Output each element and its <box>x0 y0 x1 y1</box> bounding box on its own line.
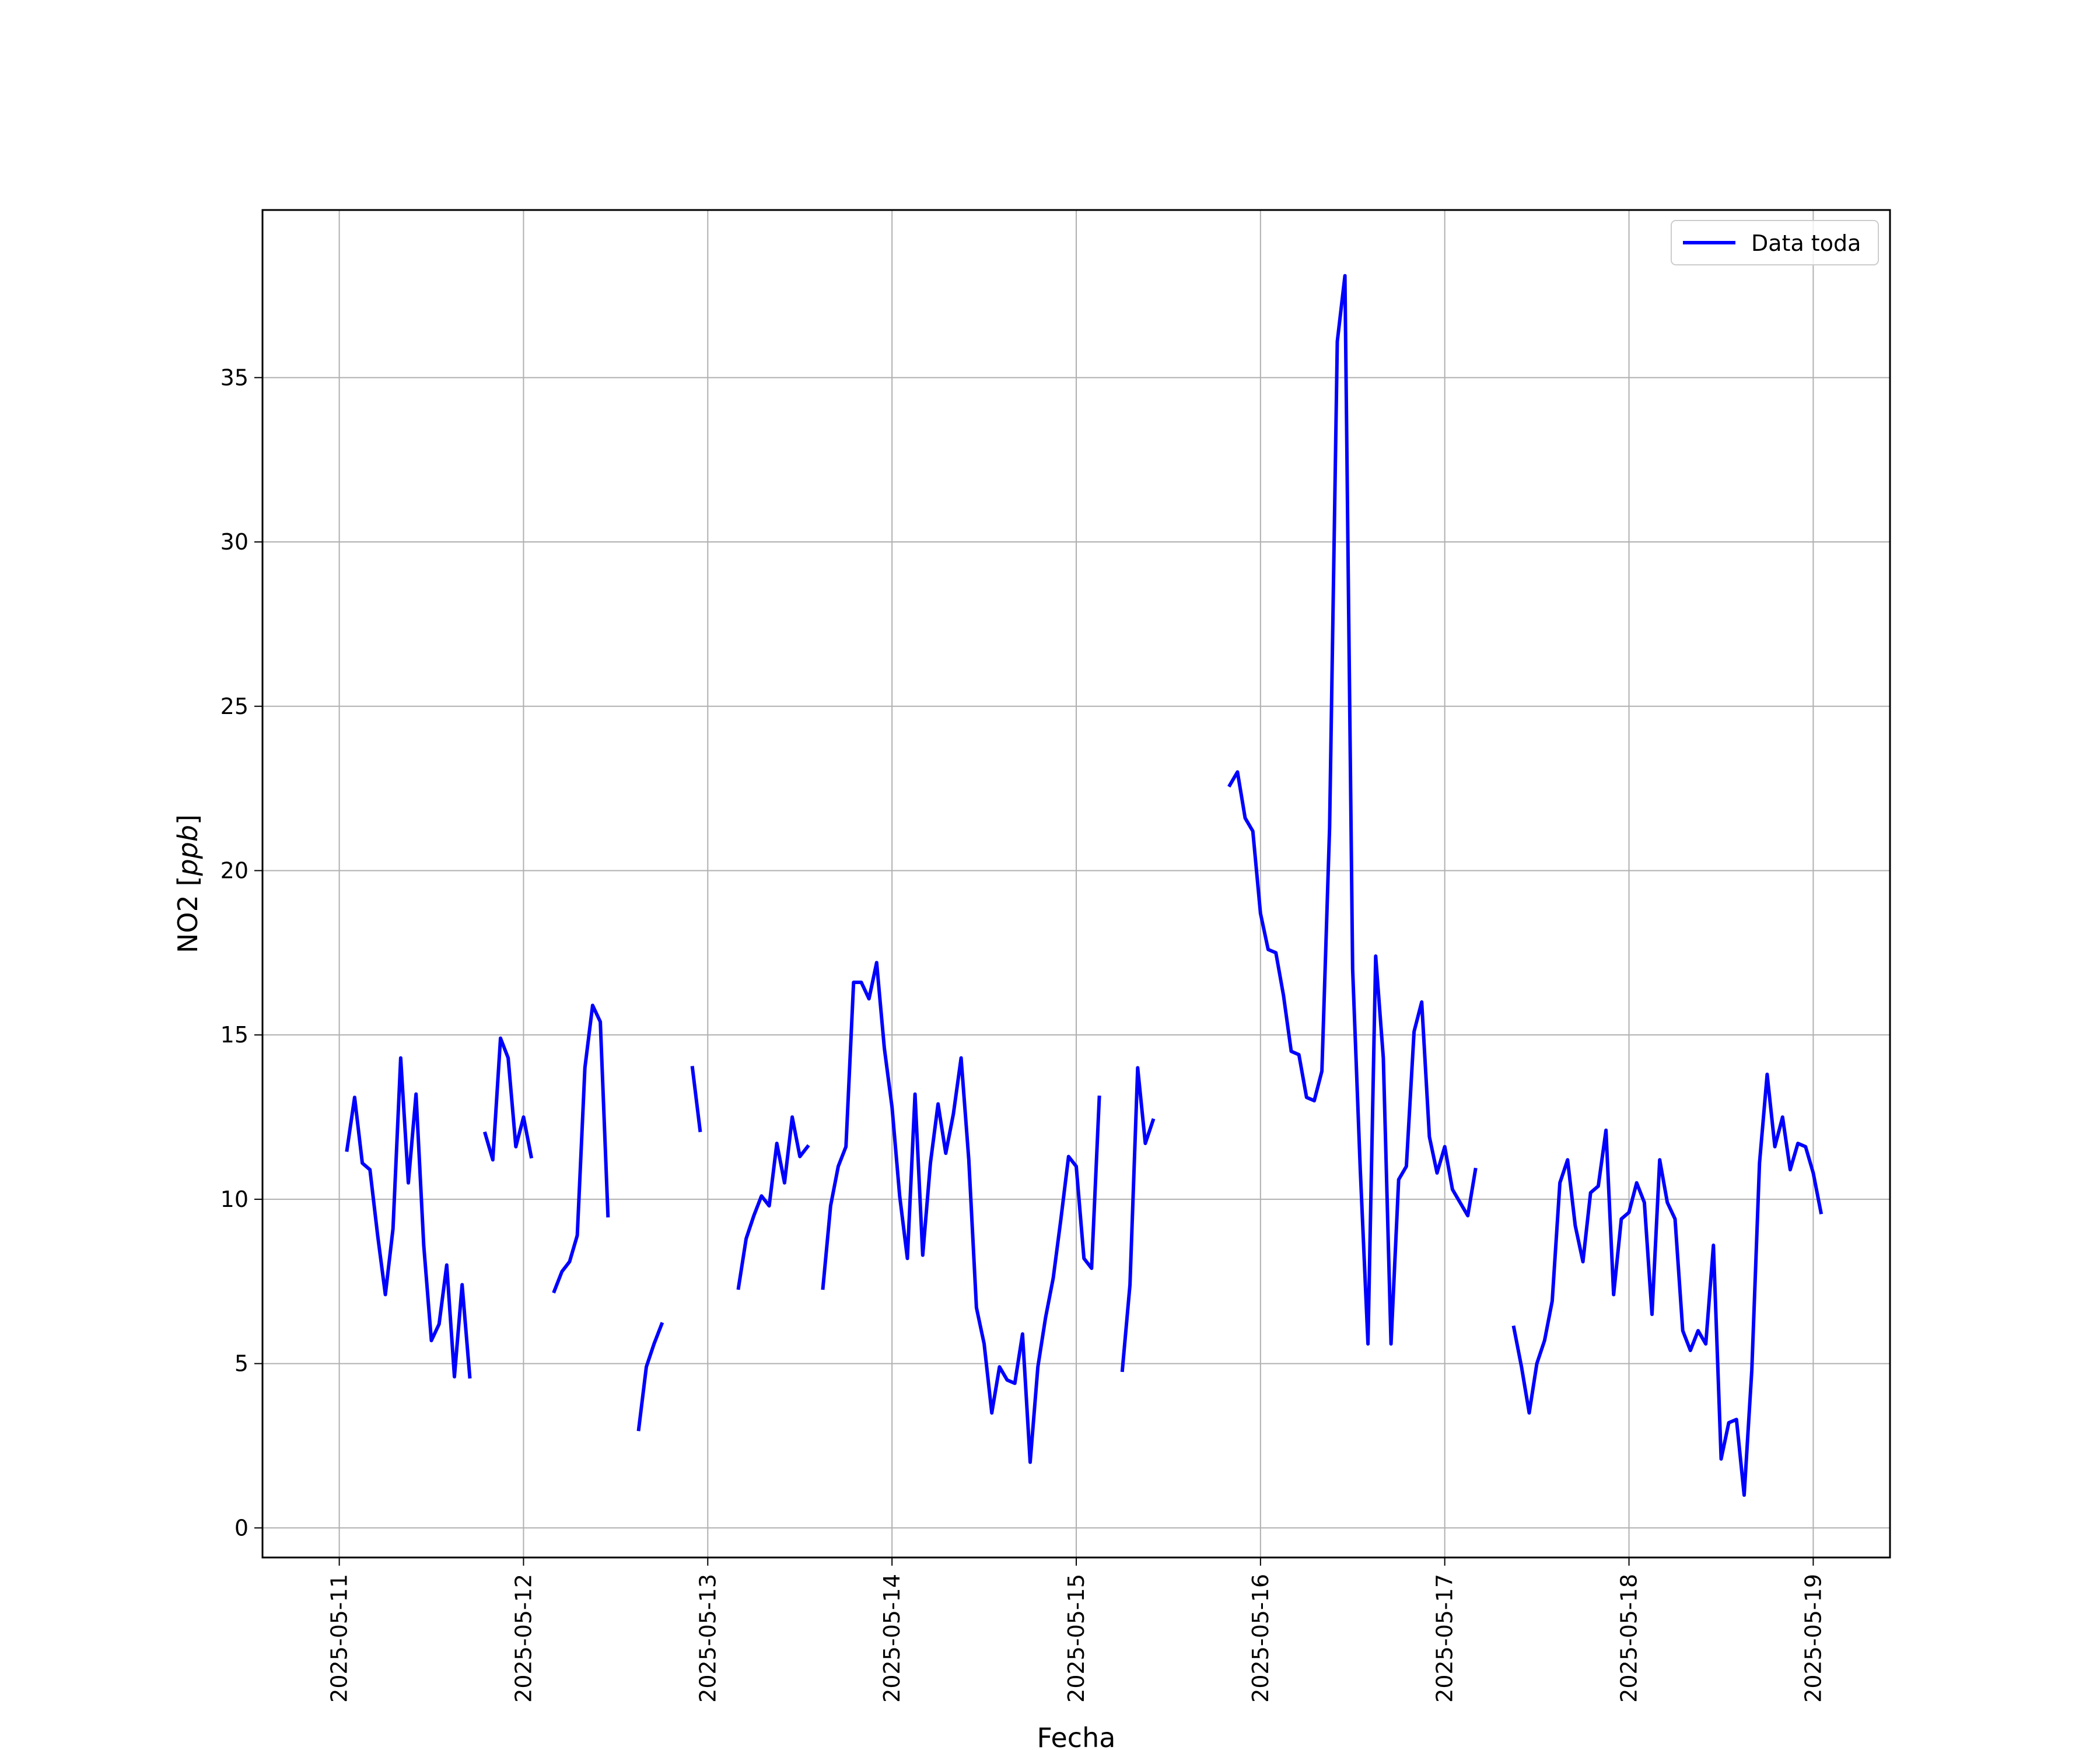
legend-label: Data toda <box>1751 230 1861 256</box>
x-tick-label: 2025-05-16 <box>1248 1574 1273 1703</box>
series-data-toda <box>345 274 1824 1497</box>
legend: Data toda <box>1671 220 1879 265</box>
series-line-segment <box>1120 1066 1156 1373</box>
x-axis-ticks: 2025-05-11 2025-05-12 2025-05-13 2025-05-14… <box>327 1558 1826 1703</box>
series-line-segment <box>1227 274 1478 1346</box>
x-tick-label: 2025-05-13 <box>695 1574 720 1703</box>
series-line-segment <box>636 1322 664 1432</box>
y-axis-title-main: NO2 <box>172 887 204 954</box>
y-tick-label: 15 <box>220 1022 249 1048</box>
series-line-segment <box>1511 1072 1824 1497</box>
x-tick-label: 2025-05-12 <box>510 1574 536 1703</box>
y-tick-label: 25 <box>220 694 249 719</box>
y-axis-title-unit: ppb <box>172 825 204 877</box>
x-tick-label: 2025-05-18 <box>1616 1574 1642 1703</box>
series-line-segment <box>482 1036 534 1162</box>
x-tick-label: 2025-05-17 <box>1432 1574 1458 1703</box>
series-line-segment <box>736 1115 810 1290</box>
y-tick-label: 10 <box>220 1186 249 1212</box>
y-axis-title-bracket-open: [ <box>172 876 204 887</box>
grid-lines <box>262 210 1890 1558</box>
y-axis-title-bracket-close: ] <box>172 814 204 825</box>
series-line-segment <box>690 1066 702 1132</box>
y-axis-title: NO2 [ppb] <box>172 814 204 953</box>
y-tick-label: 35 <box>220 365 249 390</box>
y-tick-label: 20 <box>220 858 249 883</box>
x-tick-label: 2025-05-19 <box>1800 1574 1826 1703</box>
series-line-segment <box>552 1003 610 1294</box>
y-tick-label: 30 <box>220 529 249 555</box>
x-tick-label: 2025-05-11 <box>327 1574 352 1703</box>
y-tick-label: 5 <box>235 1351 249 1377</box>
y-axis-ticks: 0 5 10 15 20 25 30 35 <box>220 365 262 1541</box>
x-tick-label: 2025-05-15 <box>1063 1574 1089 1703</box>
series-line-segment <box>345 1056 472 1379</box>
legend-box <box>1671 220 1879 265</box>
y-tick-label: 0 <box>235 1515 249 1541</box>
series-line-segment <box>821 961 1101 1464</box>
x-axis-title: Fecha <box>1037 1722 1116 1750</box>
x-tick-label: 2025-05-14 <box>879 1574 905 1703</box>
